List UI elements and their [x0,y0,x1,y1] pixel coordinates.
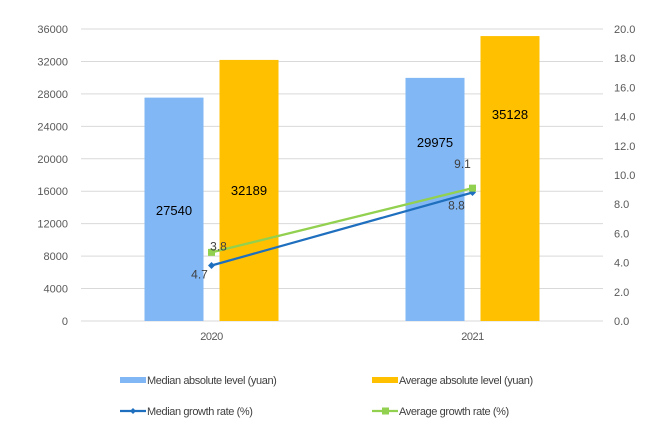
left-axis-ticks: 0 4000 8000 12000 16000 20000 24000 28000 32000 3… [37,24,68,328]
legend-swatch-bar [120,377,146,383]
y2-tick-label: 6.0 [614,228,629,240]
y2-tick-label: 14.0 [614,112,635,124]
data-labels: 27540 29975 32189 35128 4.7 8.8 3.8 9.1 [156,107,528,282]
marker-diamond [208,262,215,270]
bar-data-label: 29975 [417,135,453,150]
line-data-label: 9.1 [454,157,471,171]
y2-tick-label: 10.0 [614,170,635,182]
y2-tick-label: 0.0 [614,316,629,328]
bar-average-2020 [219,59,279,322]
bar-average-2021 [480,36,540,322]
y-tick-label: 0 [62,316,68,328]
y-tick-label: 28000 [37,89,68,101]
line-data-label: 8.8 [448,199,465,213]
legend-swatch-bar [372,377,398,383]
bars [144,36,540,322]
y2-tick-label: 4.0 [614,258,629,270]
legend-label: Average growth rate (%) [399,406,509,418]
y2-tick-label: 8.0 [614,199,629,211]
bar-median-2020 [144,97,204,322]
y2-tick-label: 18.0 [614,53,635,65]
y2-tick-label: 16.0 [614,82,635,94]
y-tick-label: 24000 [37,121,68,133]
y2-tick-label: 12.0 [614,141,635,153]
bar-data-label: 27540 [156,203,192,218]
y-tick-label: 32000 [37,56,68,68]
x-axis-ticks: 2020 2021 [200,331,484,343]
x-tick-label: 2020 [200,331,223,343]
line-data-label: 4.7 [191,268,208,282]
bar-data-label: 35128 [492,107,528,122]
lines [208,184,476,270]
legend-label: Average absolute level (yuan) [399,375,533,387]
legend-marker-square [382,407,389,415]
legend-label: Median growth rate (%) [147,406,253,418]
y-tick-label: 12000 [37,219,68,231]
bar-median-2021 [405,77,465,321]
right-axis-ticks: 0.0 2.0 4.0 6.0 8.0 10.0 12.0 14.0 16.0 18.0 20.0 [614,24,635,328]
bar-data-label: 32189 [231,183,267,198]
y-tick-label: 8000 [44,251,68,263]
marker-square [469,184,476,192]
y2-tick-label: 20.0 [614,24,635,36]
y2-tick-label: 2.0 [614,287,629,299]
line-median-growth [211,191,473,267]
x-tick-label: 2021 [461,331,484,343]
y-tick-label: 4000 [44,284,68,296]
y-tick-label: 20000 [37,154,68,166]
line-average-growth [211,187,473,254]
legend: Median absolute level (yuan) Average abso… [120,375,533,418]
marker-square [208,248,215,256]
legend-label: Median absolute level (yuan) [147,375,276,387]
legend-marker-diamond [130,408,136,414]
y-tick-label: 16000 [37,186,68,198]
line-data-label: 3.8 [210,239,227,253]
y-tick-label: 36000 [37,24,68,36]
